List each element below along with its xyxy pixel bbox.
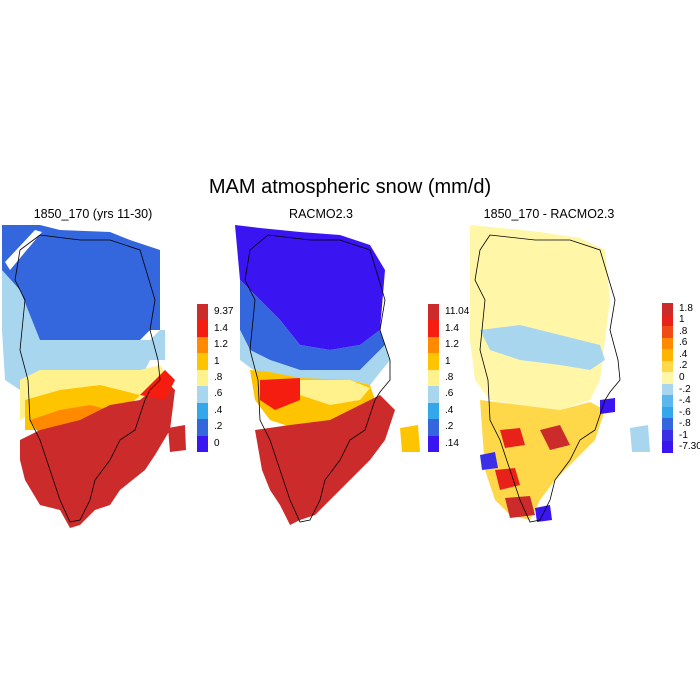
colorbar-swatch [428, 320, 439, 338]
colorbar-label: 9.37 [214, 306, 234, 318]
panel-title-model: 1850_170 (yrs 11-30) [33, 207, 153, 221]
coastline-racmo [244, 234, 391, 523]
colorbar-swatch [197, 419, 208, 437]
region-red-patch-1 [500, 428, 525, 448]
region-islet [168, 425, 186, 452]
colorbar-label: 1 [214, 355, 220, 367]
region-north-dark [235, 225, 385, 350]
colorbar-swatch [428, 336, 439, 354]
colorbar-label: -1 [679, 429, 688, 441]
colorbar-swatch [197, 435, 208, 453]
region-red-patch-4 [505, 496, 535, 518]
colorbar-swatch [662, 429, 673, 442]
colorbar-swatch [662, 372, 673, 385]
region-light-band [240, 330, 390, 385]
colorbar-swatch [662, 314, 673, 327]
colorbar-swatch [197, 353, 208, 371]
colorbar-swatch [197, 369, 208, 387]
region-south-red [20, 380, 175, 528]
colorbar-label: -.6 [679, 406, 691, 418]
colorbar-label: .2 [679, 360, 688, 372]
colorbar-swatch [662, 326, 673, 339]
colorbar-label: 1 [679, 314, 685, 326]
colorbar-label: -.8 [679, 418, 691, 430]
colorbar-label: .14 [445, 437, 459, 449]
colorbar-difference: 1.8 1.8.6.4.2 0 -.2 -.4 -.6 -.8 -1 -7.30 [662, 302, 700, 454]
coastline-model [14, 234, 161, 523]
colorbar-swatch [662, 395, 673, 408]
region-south-mix [480, 400, 605, 520]
colorbar-label: .2 [445, 421, 454, 433]
colorbar-swatch [428, 304, 439, 321]
colorbar-swatch [428, 435, 439, 453]
colorbar-swatch [428, 386, 439, 404]
region-pale [470, 225, 610, 410]
colorbar-racmo: 11.04 1.4 1.2 1 .8 .6 .4 .2 .14 [428, 304, 488, 453]
colorbar-model: 9.37 1.4 1.2 1 .8 .6 .4 .2 0 [197, 304, 257, 453]
colorbar-swatch [662, 360, 673, 373]
colorbar-swatch [197, 402, 208, 420]
greenland-map-model [2, 225, 186, 528]
colorbar-label: .4 [679, 348, 688, 360]
region-south-red [255, 395, 395, 525]
colorbar-label: 1.4 [214, 322, 228, 334]
colorbar-label: 1.8 [679, 302, 693, 314]
colorbar-label: 0 [214, 437, 220, 449]
colorbar-label: 1.2 [445, 339, 459, 351]
region-blue-patch-3 [600, 398, 615, 414]
region-islet [400, 425, 420, 452]
region-mid-yellow [300, 380, 370, 405]
region-north [2, 225, 160, 340]
colorbar-swatch [197, 386, 208, 404]
colorbar-label: .8 [214, 372, 223, 383]
colorbar-label: 1.4 [445, 322, 459, 334]
greenland-map-racmo [235, 225, 420, 525]
colorbar-swatch [662, 337, 673, 350]
colorbar-label: .4 [214, 404, 223, 416]
colorbar-swatch [428, 353, 439, 371]
region-mid-yellow [20, 365, 170, 420]
region-coast-light [2, 270, 165, 390]
greenland-map-difference [470, 225, 650, 523]
colorbar-label: .6 [214, 388, 223, 400]
panel-title-difference: 1850_170 - RACMO2.3 [483, 207, 615, 221]
colorbar-swatch [428, 402, 439, 420]
colorbar-label: .6 [445, 388, 454, 400]
colorbar-swatch [428, 419, 439, 437]
region-red-patch-2 [540, 425, 570, 450]
region-mid-red [260, 378, 300, 410]
colorbar-swatch [662, 383, 673, 396]
colorbar-label: .8 [445, 372, 454, 383]
colorbar-swatch [662, 349, 673, 362]
colorbar-label: 1.2 [214, 339, 228, 351]
colorbar-label: .4 [445, 404, 454, 416]
colorbar-label: .8 [679, 325, 688, 337]
colorbar-swatch [662, 303, 673, 316]
colorbar-swatch [662, 406, 673, 419]
region-red-patch-3 [495, 468, 520, 490]
region-islet [630, 425, 650, 452]
colorbar-swatch [662, 441, 673, 454]
region-north-blue [240, 280, 385, 370]
figure-title: MAM atmospheric snow (mm/d) [208, 176, 492, 198]
colorbar-swatch [197, 304, 208, 321]
colorbar-label: 1 [445, 355, 451, 367]
coastline-difference [474, 234, 621, 523]
colorbar-label: 0 [679, 372, 685, 383]
colorbar-label: 11.04 [445, 306, 470, 318]
colorbar-swatch [197, 320, 208, 338]
colorbar-swatch [197, 336, 208, 354]
region-light-mid [480, 325, 605, 370]
region-blue-patch-1 [480, 452, 498, 470]
panel-title-racmo: RACMO2.3 [289, 207, 353, 221]
colorbar-label: -7.30 [679, 441, 700, 453]
colorbar-swatch [662, 418, 673, 431]
colorbar-label: -.4 [679, 395, 691, 407]
colorbar-label: .2 [214, 421, 223, 433]
colorbar-swatch [428, 369, 439, 387]
colorbar-label: -.2 [679, 383, 691, 395]
colorbar-label: .6 [679, 337, 688, 349]
